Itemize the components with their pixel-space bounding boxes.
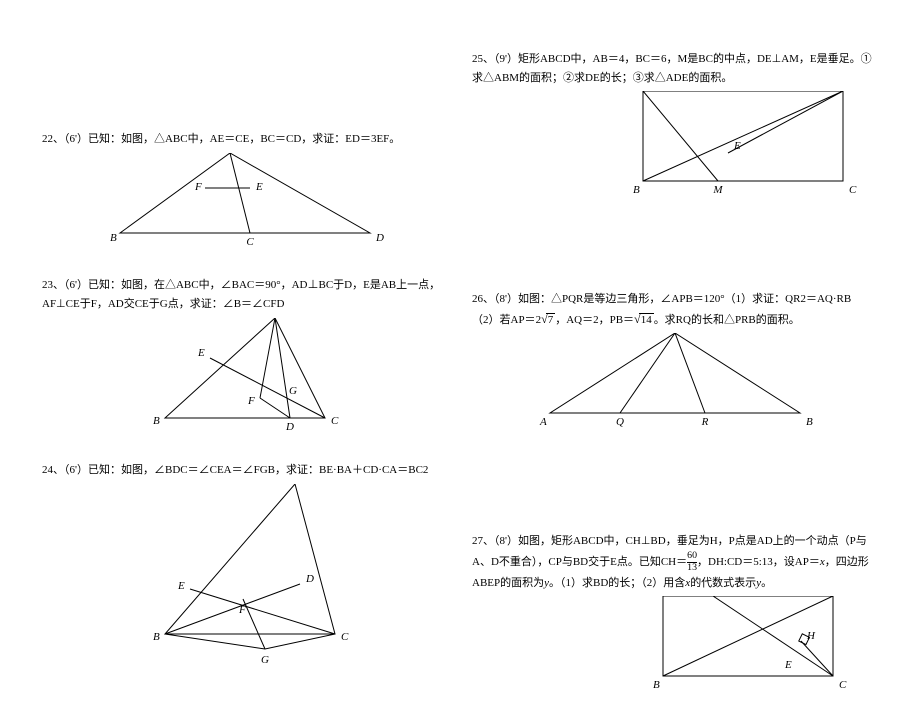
problem-number: 24、 — [42, 464, 64, 476]
problem-number: 22、 — [42, 133, 64, 145]
svg-text:A: A — [298, 484, 306, 485]
text-6: 。 — [761, 577, 772, 589]
problem-body: 矩形ABCD中，AB＝4，BC＝6，M是BC的中点，DE⊥AM，E是垂足。①求△… — [472, 53, 872, 84]
problem-27: 27、（8'）如图，矩形ABCD中，CH⊥BD，垂足为H，P点是AD上的一个动点… — [472, 462, 878, 701]
problem-body-2: C2 — [416, 464, 429, 476]
problem-25-figure: A D B C M E — [472, 91, 878, 208]
problem-26-figure: P A B Q R — [472, 333, 878, 440]
sqrt-1: 2√7 — [536, 309, 556, 330]
problem-22-text: 22、（6'）已知：如图，△ABC中，AE＝CE，BC＝CD，求证：ED＝3EF… — [42, 130, 448, 149]
svg-text:E: E — [177, 580, 185, 592]
problem-points: （6'） — [64, 464, 88, 476]
svg-text:D: D — [285, 421, 294, 433]
text-2: ，DH:CD＝5:13，设AP＝ — [697, 556, 820, 568]
problem-24-text: 24、（6'）已知：如图，∠BDC＝∠CEA＝∠FGB，求证：BE·BA＋CD·… — [42, 461, 448, 480]
svg-text:C: C — [849, 184, 857, 196]
svg-text:C: C — [341, 631, 349, 643]
problem-26: 26、（8'）如图：△PQR是等边三角形，∠APB＝120°（1）求证：QR2＝… — [472, 230, 878, 440]
problem-25: 25、（9'）矩形ABCD中，AB＝4，BC＝6，M是BC的中点，DE⊥AM，E… — [472, 20, 878, 208]
problem-22-figure: A B D F E C — [42, 153, 448, 255]
text-5: 的代数式表示 — [690, 577, 756, 589]
svg-text:E: E — [197, 347, 205, 359]
svg-text:B: B — [153, 631, 160, 643]
svg-text:E: E — [733, 140, 741, 152]
problem-number: 27、 — [472, 535, 494, 547]
svg-text:C: C — [246, 236, 254, 248]
problem-number: 23、 — [42, 279, 64, 291]
svg-text:E: E — [255, 181, 263, 193]
left-column: 22、（6'）已知：如图，△ABC中，AE＝CE，BC＝CD，求证：ED＝3EF… — [30, 20, 460, 630]
svg-text:D: D — [305, 573, 314, 585]
svg-text:R: R — [701, 416, 709, 428]
svg-text:D: D — [375, 232, 384, 244]
svg-text:F: F — [247, 395, 255, 407]
problem-number: 26、 — [472, 293, 494, 305]
svg-text:G: G — [289, 385, 297, 397]
problem-24: 24、（6'）已知：如图，∠BDC＝∠CEA＝∠FGB，求证：BE·BA＋CD·… — [42, 461, 448, 670]
svg-text:B: B — [653, 679, 660, 691]
text-2b: ，AQ＝2，PB＝ — [555, 314, 634, 326]
problem-body-1: 已知：如图，∠BDC＝∠CEA＝∠FGB，求证：BE·BA＋CD·CA＝B — [88, 464, 416, 476]
svg-text:B: B — [806, 416, 813, 428]
problem-26-text: 26、（8'）如图：△PQR是等边三角形，∠APB＝120°（1）求证：QR2＝… — [472, 290, 878, 329]
problem-23: 23、（6'）已知：如图，在△ABC中，∠BAC＝90°，AD⊥BC于D，E是A… — [42, 276, 448, 439]
problem-27-text: 27、（8'）如图，矩形ABCD中，CH⊥BD，垂足为H，P点是AD上的一个动点… — [472, 532, 878, 592]
svg-text:F: F — [194, 181, 202, 193]
svg-text:C: C — [331, 415, 339, 427]
problem-body: 已知：如图，△ABC中，AE＝CE，BC＝CD，求证：ED＝3EF。 — [88, 133, 400, 145]
svg-text:A: A — [632, 91, 640, 92]
problem-points: （6'） — [64, 133, 88, 145]
problem-25-text: 25、（9'）矩形ABCD中，AB＝4，BC＝6，M是BC的中点，DE⊥AM，E… — [472, 50, 878, 87]
svg-text:B: B — [153, 415, 160, 427]
svg-text:C: C — [839, 679, 847, 691]
svg-text:Q: Q — [616, 416, 624, 428]
problem-22: 22、（6'）已知：如图，△ABC中，AE＝CE，BC＝CD，求证：ED＝3EF… — [42, 20, 448, 254]
svg-text:B: B — [110, 232, 117, 244]
problem-points: （8'） — [494, 293, 518, 305]
svg-text:M: M — [712, 184, 723, 196]
svg-text:H: H — [806, 630, 816, 642]
text-4: 。（1）求BD的长；（2）用含 — [549, 577, 685, 589]
text-2a: （2）若AP＝ — [472, 314, 536, 326]
problem-points: （6'） — [64, 279, 88, 291]
svg-text:D: D — [848, 91, 857, 92]
problem-points: （9'） — [494, 53, 518, 65]
problem-27-figure: A D B C P H E — [472, 596, 878, 701]
svg-text:G: G — [261, 654, 269, 664]
svg-text:A: A — [652, 596, 660, 597]
svg-text:A: A — [539, 416, 547, 428]
problem-24-figure: A B C G E D F — [42, 484, 448, 671]
sqrt-2: √14 — [634, 309, 654, 330]
problem-number: 25、 — [472, 53, 494, 65]
problem-body-1: 如图：△PQR是等边三角形，∠APB＝120°（1）求证：QR2＝AQ·RB — [518, 293, 851, 305]
fraction-1: 6013 — [687, 551, 697, 574]
problem-body: 已知：如图，在△ABC中，∠BAC＝90°，AD⊥BC于D，E是AB上一点，AF… — [42, 279, 440, 310]
svg-text:B: B — [633, 184, 640, 196]
right-column: 25、（9'）矩形ABCD中，AB＝4，BC＝6，M是BC的中点，DE⊥AM，E… — [460, 20, 890, 630]
problem-23-figure: A B C D E F G — [42, 318, 448, 440]
problem-26-line2: （2）若AP＝2√7，AQ＝2，PB＝√14。求RQ的长和△PRB的面积。 — [472, 309, 878, 330]
svg-text:E: E — [784, 659, 792, 671]
problem-23-text: 23、（6'）已知：如图，在△ABC中，∠BAC＝90°，AD⊥BC于D，E是A… — [42, 276, 448, 313]
text-2c: 。求RQ的长和△PRB的面积。 — [654, 314, 800, 326]
svg-text:D: D — [838, 596, 847, 597]
svg-text:F: F — [238, 604, 246, 616]
problem-points: （8'） — [494, 535, 518, 547]
